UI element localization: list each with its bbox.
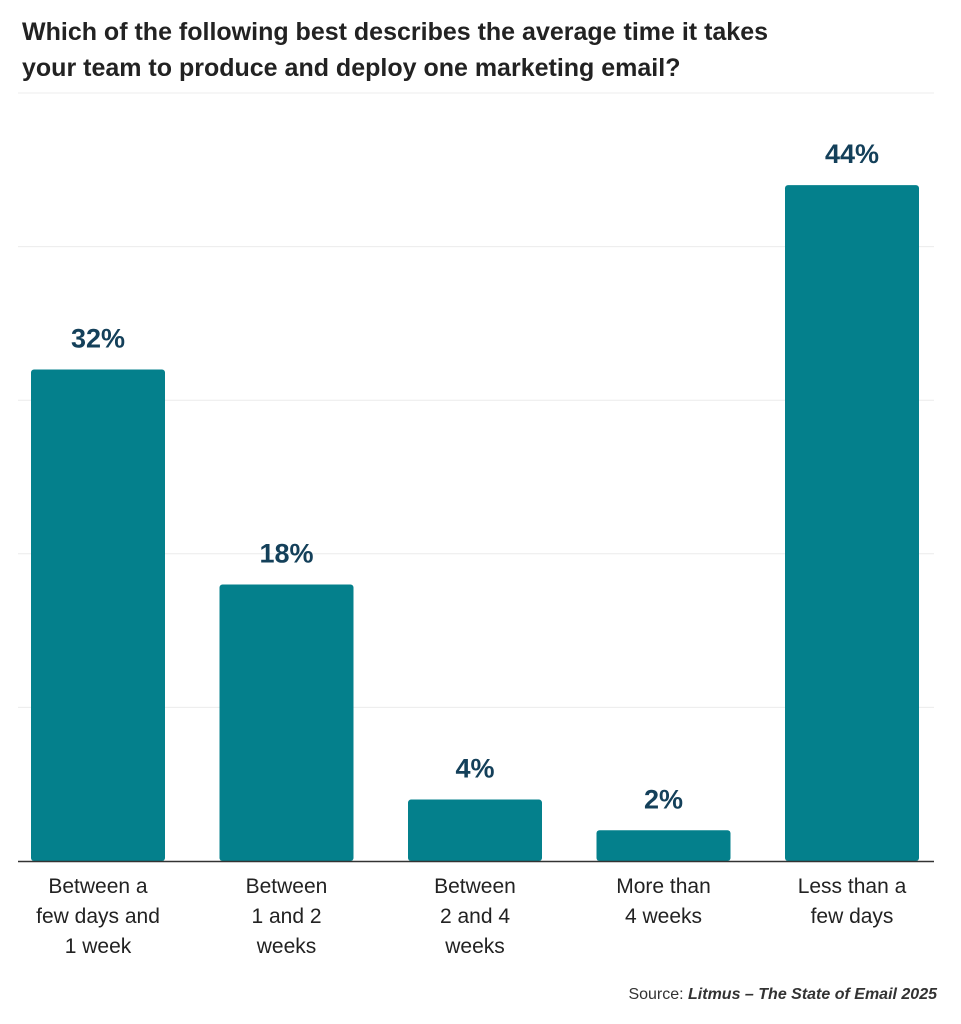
category-label-line: Less than a	[798, 875, 907, 898]
category-label-line: Between	[434, 875, 516, 898]
category-label: More than 4 weeks	[616, 875, 711, 928]
category-label: Between a few days and 1 week	[36, 875, 160, 958]
category-labels: Between a few days and 1 week Between 1 and …	[36, 875, 906, 958]
value-labels: 32% 18% 4% 2% 44%	[71, 139, 879, 814]
value-label: 4%	[455, 754, 494, 784]
bar	[596, 830, 731, 861]
source-note: Source: Litmus – The State of Email 2025	[628, 986, 937, 1004]
bar	[219, 584, 354, 861]
source-name: Litmus – The State of Email 2025	[688, 986, 937, 1003]
bars	[31, 185, 919, 861]
chart-title: Which of the following best describes th…	[22, 14, 922, 86]
category-label-line: 2 and 4	[440, 905, 510, 928]
gridlines	[18, 92, 934, 708]
bar	[785, 185, 919, 861]
bar	[408, 799, 542, 861]
category-label: Between 2 and 4 weeks	[434, 875, 516, 958]
category-label-line: weeks	[444, 935, 505, 958]
category-label: Less than a few days	[798, 875, 907, 928]
chart-title-line-2: your team to produce and deploy one mark…	[22, 54, 681, 82]
value-label: 44%	[825, 139, 879, 169]
bar	[31, 369, 165, 861]
category-label-line: 1 and 2	[251, 905, 321, 928]
chart-title-line-1: Which of the following best describes th…	[22, 18, 769, 46]
bar-chart: 32% 18% 4% 2% 44% Between a few days and 1 wee…	[18, 92, 934, 958]
value-label: 32%	[71, 323, 125, 353]
category-label-line: weeks	[256, 935, 317, 958]
category-label-line: Between	[246, 875, 328, 898]
value-label: 2%	[644, 784, 683, 814]
category-label-line: Between a	[48, 875, 148, 898]
category-label-line: few days	[811, 905, 894, 928]
category-label-line: 4 weeks	[625, 905, 702, 928]
value-label: 18%	[259, 539, 313, 569]
category-label-line: few days and	[36, 905, 160, 928]
category-label: Between 1 and 2 weeks	[246, 875, 328, 958]
category-label-line: More than	[616, 875, 711, 898]
category-label-line: 1 week	[65, 935, 132, 958]
source-prefix: Source:	[628, 986, 684, 1003]
